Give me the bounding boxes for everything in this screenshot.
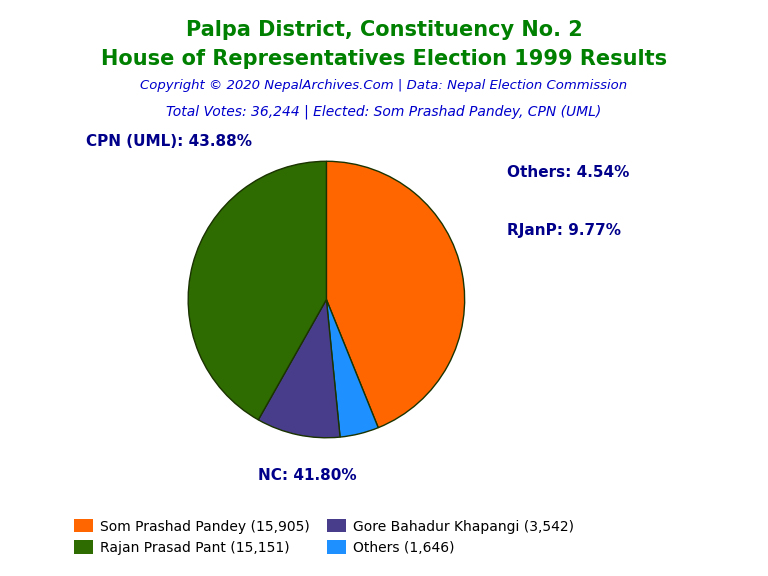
Text: CPN (UML): 43.88%: CPN (UML): 43.88% — [86, 134, 252, 149]
Text: NC: 41.80%: NC: 41.80% — [258, 468, 356, 483]
Wedge shape — [326, 161, 465, 427]
Text: Copyright © 2020 NepalArchives.Com | Data: Nepal Election Commission: Copyright © 2020 NepalArchives.Com | Dat… — [141, 79, 627, 93]
Text: Total Votes: 36,244 | Elected: Som Prashad Pandey, CPN (UML): Total Votes: 36,244 | Elected: Som Prash… — [167, 105, 601, 119]
Wedge shape — [326, 300, 378, 437]
Text: House of Representatives Election 1999 Results: House of Representatives Election 1999 R… — [101, 49, 667, 69]
Wedge shape — [258, 300, 340, 438]
Wedge shape — [188, 161, 326, 420]
Text: RJanP: 9.77%: RJanP: 9.77% — [507, 223, 621, 238]
Text: Palpa District, Constituency No. 2: Palpa District, Constituency No. 2 — [186, 20, 582, 40]
Text: Others: 4.54%: Others: 4.54% — [507, 165, 629, 180]
Legend: Som Prashad Pandey (15,905), Rajan Prasad Pant (15,151), Gore Bahadur Khapangi (: Som Prashad Pandey (15,905), Rajan Prasa… — [68, 514, 580, 560]
